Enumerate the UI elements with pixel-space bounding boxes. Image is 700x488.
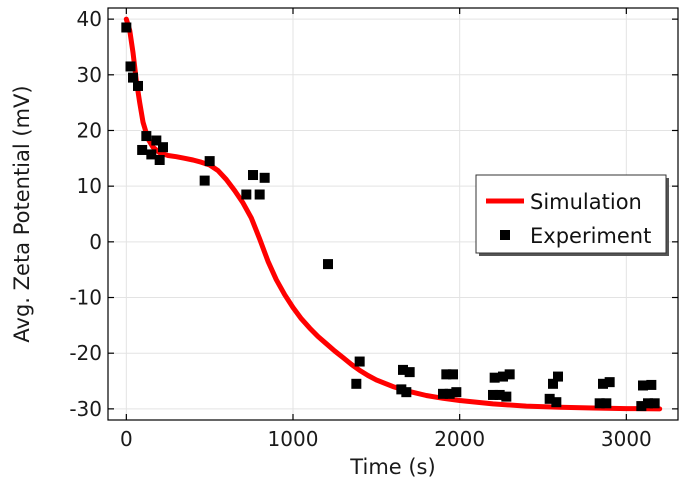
- experiment-point: [259, 172, 270, 183]
- y-tick-label: -30: [69, 397, 102, 421]
- experiment-point: [451, 387, 462, 398]
- experiment-point: [121, 22, 132, 33]
- experiment-point: [199, 175, 210, 186]
- experiment-point: [128, 72, 138, 83]
- experiment-point: [241, 189, 252, 200]
- x-tick-label: 1000: [268, 427, 319, 451]
- x-tick-label: 3000: [601, 427, 652, 451]
- tick-labels: 0 1000 2000 3000 40 30 20 10 0 -10 -20 -30: [69, 7, 651, 451]
- experiment-point: [553, 371, 563, 382]
- experiment-point: [544, 393, 555, 404]
- experiment-point: [636, 401, 647, 412]
- experiment-point: [501, 391, 512, 402]
- experiment-point: [401, 387, 412, 398]
- experiment-point: [248, 170, 258, 181]
- experiment-point: [351, 378, 362, 389]
- legend: Simulation Experiment: [475, 174, 669, 256]
- experiment-point: [441, 369, 452, 380]
- y-tick-label: -10: [69, 286, 102, 310]
- y-tick-label: 30: [77, 63, 102, 87]
- x-axis-title: Time (s): [349, 455, 435, 479]
- experiment-point: [323, 259, 333, 270]
- experiment-point: [141, 131, 152, 142]
- y-tick-label: 10: [77, 174, 102, 198]
- simulation-line: [123, 16, 663, 412]
- experiment-point: [643, 398, 653, 409]
- experiment-point: [204, 156, 215, 167]
- legend-swatch-experiment: [500, 230, 510, 240]
- experiment-point: [398, 364, 408, 375]
- x-tick-label: 2000: [434, 427, 485, 451]
- experiment-point: [646, 379, 657, 390]
- experiment-point: [488, 389, 498, 400]
- experiment-point: [504, 369, 515, 380]
- experiment-point: [638, 380, 648, 391]
- legend-label-simulation: Simulation: [530, 190, 642, 214]
- y-tick-label: 0: [89, 230, 102, 254]
- experiment-point: [598, 378, 608, 389]
- experiment-point: [604, 377, 615, 388]
- experiment-point: [404, 367, 415, 378]
- experiment-point: [548, 378, 558, 389]
- experiment-point: [494, 389, 505, 400]
- experiment-point: [154, 154, 165, 165]
- experiment-point: [133, 80, 143, 91]
- experiment-point: [125, 61, 136, 72]
- experiment-point: [438, 388, 448, 399]
- series-layer: [121, 16, 663, 412]
- experiment-point: [158, 142, 168, 153]
- plot-frame: [107, 7, 679, 421]
- experiment-point: [498, 371, 508, 382]
- experiment-point: [489, 372, 500, 383]
- y-axis-title: Avg. Zeta Potential (mV): [10, 85, 34, 342]
- experiment-point: [254, 189, 265, 200]
- experiment-point: [146, 149, 157, 160]
- experiment-point: [551, 397, 562, 408]
- experiment-point: [649, 398, 660, 409]
- experiment-point: [354, 356, 365, 367]
- experiment-point: [137, 144, 148, 155]
- experiment-point: [601, 398, 612, 409]
- y-tick-label: 40: [77, 7, 102, 31]
- axis-ticks: [108, 8, 678, 420]
- legend-label-experiment: Experiment: [530, 224, 651, 248]
- y-tick-label: -20: [69, 341, 102, 365]
- experiment-point: [444, 388, 455, 399]
- experiment-point: [594, 398, 605, 409]
- y-tick-label: 20: [77, 118, 102, 142]
- experiment-point: [151, 135, 162, 146]
- x-tick-label: 0: [120, 427, 133, 451]
- experiment-point: [448, 369, 458, 380]
